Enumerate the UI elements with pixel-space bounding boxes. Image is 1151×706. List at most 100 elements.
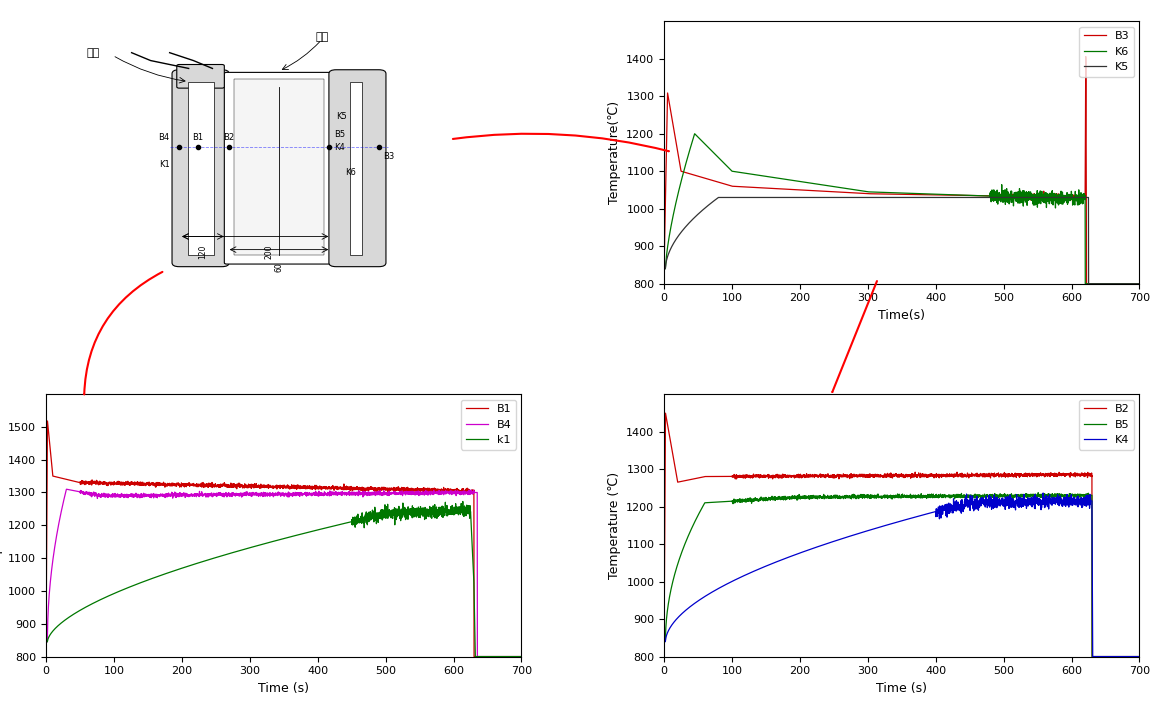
B4 [93,493,107,501]
K5 [657,265,671,273]
k1 [221,550,235,558]
B1 [514,652,528,661]
FancyBboxPatch shape [177,64,224,88]
B3 [860,189,874,198]
B5 [1031,489,1045,497]
B5 [1133,652,1146,661]
Legend: B1, B4, k1: B1, B4, k1 [462,400,516,450]
K6 [860,188,874,196]
B1 [467,652,481,661]
Text: K1: K1 [159,160,169,169]
Y-axis label: Temperature (℃): Temperature (℃) [0,472,2,579]
Bar [234,79,325,255]
B2 [1133,652,1146,661]
B5 [657,638,671,646]
B4 [455,488,468,496]
B2 [839,472,853,480]
Text: 试样: 试样 [315,32,328,42]
B2 [711,472,725,481]
B3 [1078,52,1092,61]
K4 [860,527,874,535]
K6 [1123,280,1137,288]
B4 [505,652,519,661]
Legend: B2, B5, K4: B2, B5, K4 [1080,400,1134,450]
Line: B1: B1 [46,421,521,657]
Text: B1: B1 [192,133,204,142]
FancyBboxPatch shape [329,70,386,267]
B5 [839,493,853,501]
K4 [740,570,754,579]
B3 [711,178,725,186]
K4 [1073,499,1087,508]
Legend: B3, K6, K5: B3, K6, K5 [1080,27,1134,77]
Line: K5: K5 [664,198,1139,284]
Y-axis label: Temperature (℃): Temperature (℃) [608,472,620,579]
Text: B4: B4 [159,133,169,142]
K6 [839,184,853,193]
B2 [1073,469,1087,478]
K6 [1133,280,1146,288]
k1 [39,638,53,646]
k1 [456,497,470,505]
B5 [1085,652,1099,661]
K5 [1082,280,1096,288]
Y-axis label: Temperature(℃): Temperature(℃) [608,101,620,204]
K6 [740,169,754,178]
K5 [711,193,725,202]
Line: K6: K6 [664,133,1139,284]
B2 [657,638,671,646]
K4 [657,638,671,646]
K4 [1133,652,1146,661]
Text: B2: B2 [223,133,235,142]
B1 [222,481,236,489]
B2 [860,470,874,479]
Text: 型壳: 型壳 [87,48,100,58]
k1 [93,596,107,604]
B3 [1080,280,1093,288]
K5 [740,193,754,202]
K4 [1123,652,1137,661]
B4 [242,491,256,500]
Text: K5: K5 [336,112,346,121]
K6 [688,129,702,138]
Line: B5: B5 [664,493,1139,657]
K5 [711,193,725,202]
B1 [455,486,468,495]
K6 [1078,280,1092,288]
B4 [39,638,53,646]
B5 [711,498,725,506]
Text: B5: B5 [334,131,345,139]
K4 [1036,489,1050,497]
k1 [468,652,482,661]
K5 [1123,280,1137,288]
K5 [860,193,874,202]
B3 [657,265,671,273]
Line: B4: B4 [46,489,521,657]
k1 [242,544,256,552]
Line: B3: B3 [664,56,1139,284]
B2 [1085,652,1099,661]
Bar [350,82,363,255]
K4 [1085,652,1099,661]
B3 [740,183,754,191]
Line: k1: k1 [46,501,521,657]
B4 [122,491,136,500]
k1 [514,652,528,661]
B4 [471,652,485,661]
X-axis label: Time (s): Time (s) [258,682,310,695]
Text: 200: 200 [265,244,274,259]
B2 [1123,652,1137,661]
Text: K4: K4 [334,143,344,152]
Line: K4: K4 [664,493,1139,657]
Text: K6: K6 [345,168,357,177]
X-axis label: Time (s): Time (s) [876,682,928,695]
K4 [839,533,853,542]
K6 [1073,194,1087,203]
K6 [657,265,671,273]
B1 [122,479,136,488]
FancyBboxPatch shape [224,73,334,264]
Bar [188,82,214,255]
B4 [514,652,528,661]
K5 [839,193,853,202]
Text: 120: 120 [198,244,207,258]
